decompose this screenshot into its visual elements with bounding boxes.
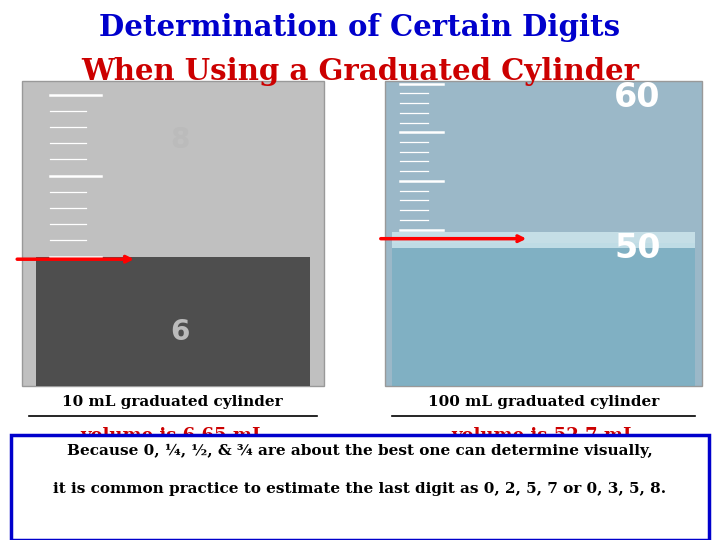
FancyBboxPatch shape <box>11 435 709 540</box>
Text: Because 0, ¼, ½, & ¾ are about the best one can determine visually,: Because 0, ¼, ½, & ¾ are about the best … <box>67 444 653 458</box>
Text: it is common practice to estimate the last digit as 0, 2, 5, 7 or 0, 3, 5, 8.: it is common practice to estimate the la… <box>53 482 667 496</box>
Text: 100 mL graduated cylinder: 100 mL graduated cylinder <box>428 395 660 409</box>
Bar <box>36 256 310 386</box>
Text: 10 mL graduated cylinder: 10 mL graduated cylinder <box>63 395 283 409</box>
Text: 8: 8 <box>171 126 189 154</box>
Bar <box>392 232 695 248</box>
Text: 6: 6 <box>171 318 189 346</box>
Text: volume is 52.7 mL: volume is 52.7 mL <box>451 427 636 444</box>
Bar <box>392 243 695 386</box>
Bar <box>385 81 702 386</box>
Text: volume is 6.65 mL: volume is 6.65 mL <box>81 427 265 444</box>
Bar <box>22 81 324 386</box>
Text: 60: 60 <box>614 80 660 114</box>
Text: 50: 50 <box>614 232 660 265</box>
Text: When Using a Graduated Cylinder: When Using a Graduated Cylinder <box>81 57 639 86</box>
Text: Determination of Certain Digits: Determination of Certain Digits <box>99 14 621 43</box>
